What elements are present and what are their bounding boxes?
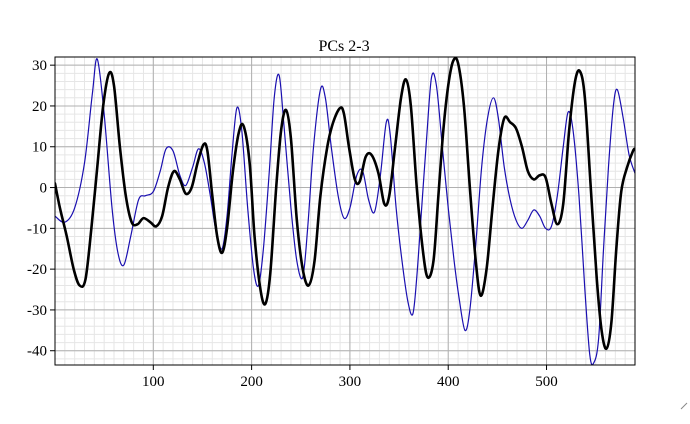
x-tick-label: 500 xyxy=(535,374,558,390)
plot-frame xyxy=(54,56,636,366)
chart-title: PCs 2-3 xyxy=(318,38,369,55)
series-layer xyxy=(55,57,635,365)
x-tick-label: 100 xyxy=(142,374,165,390)
y-tick-label: 30 xyxy=(32,58,47,74)
y-tick-label: 0 xyxy=(40,181,48,197)
x-tick-label: 300 xyxy=(339,374,362,390)
major-grid xyxy=(55,57,635,365)
x-axis-ticks: 100 200 300 400 500 xyxy=(142,365,558,390)
series-line-black xyxy=(55,57,635,351)
resize-grip-icon[interactable] xyxy=(680,402,688,410)
y-tick-label: -20 xyxy=(27,262,47,278)
x-tick-label: 400 xyxy=(437,374,460,390)
x-tick-label: 200 xyxy=(240,374,263,390)
y-tick-label: -30 xyxy=(27,303,47,319)
minor-grid xyxy=(54,56,636,365)
plot-area xyxy=(55,57,635,365)
y-tick-label: -10 xyxy=(27,221,47,237)
series-line-blue xyxy=(55,58,635,365)
y-tick-label: -40 xyxy=(27,344,47,360)
y-axis-ticks: -40 -30 -20 -10 0 10 20 30 xyxy=(27,58,55,360)
y-tick-label: 10 xyxy=(32,140,47,156)
y-tick-label: 20 xyxy=(32,99,47,115)
